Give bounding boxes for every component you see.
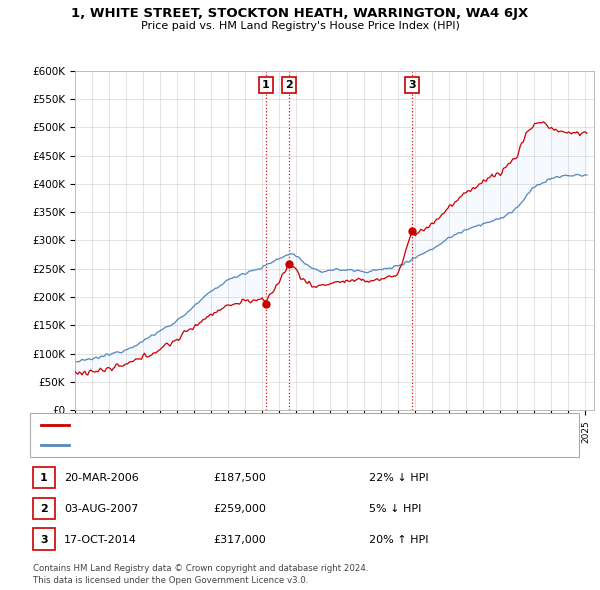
Text: £259,000: £259,000 (213, 504, 266, 514)
Text: 17-OCT-2014: 17-OCT-2014 (64, 535, 137, 545)
Text: 20% ↑ HPI: 20% ↑ HPI (369, 535, 428, 545)
Text: 03-AUG-2007: 03-AUG-2007 (64, 504, 139, 514)
Text: 2: 2 (40, 504, 47, 514)
Text: HPI: Average price, detached house, Warrington: HPI: Average price, detached house, Warr… (75, 440, 304, 450)
Text: 3: 3 (40, 535, 47, 545)
Text: 5% ↓ HPI: 5% ↓ HPI (369, 504, 421, 514)
Text: 1: 1 (40, 473, 47, 483)
Text: 2: 2 (285, 80, 293, 90)
Text: 1, WHITE STREET, STOCKTON HEATH, WARRINGTON, WA4 6JX (detached house): 1, WHITE STREET, STOCKTON HEATH, WARRING… (75, 421, 452, 430)
Text: 22% ↓ HPI: 22% ↓ HPI (369, 473, 428, 483)
Text: 1, WHITE STREET, STOCKTON HEATH, WARRINGTON, WA4 6JX: 1, WHITE STREET, STOCKTON HEATH, WARRING… (71, 7, 529, 20)
Text: 20-MAR-2006: 20-MAR-2006 (64, 473, 139, 483)
Text: Price paid vs. HM Land Registry's House Price Index (HPI): Price paid vs. HM Land Registry's House … (140, 21, 460, 31)
Text: 3: 3 (408, 80, 416, 90)
Text: 1: 1 (262, 80, 270, 90)
Text: £187,500: £187,500 (213, 473, 266, 483)
Text: Contains HM Land Registry data © Crown copyright and database right 2024.
This d: Contains HM Land Registry data © Crown c… (33, 565, 368, 585)
Text: £317,000: £317,000 (213, 535, 266, 545)
